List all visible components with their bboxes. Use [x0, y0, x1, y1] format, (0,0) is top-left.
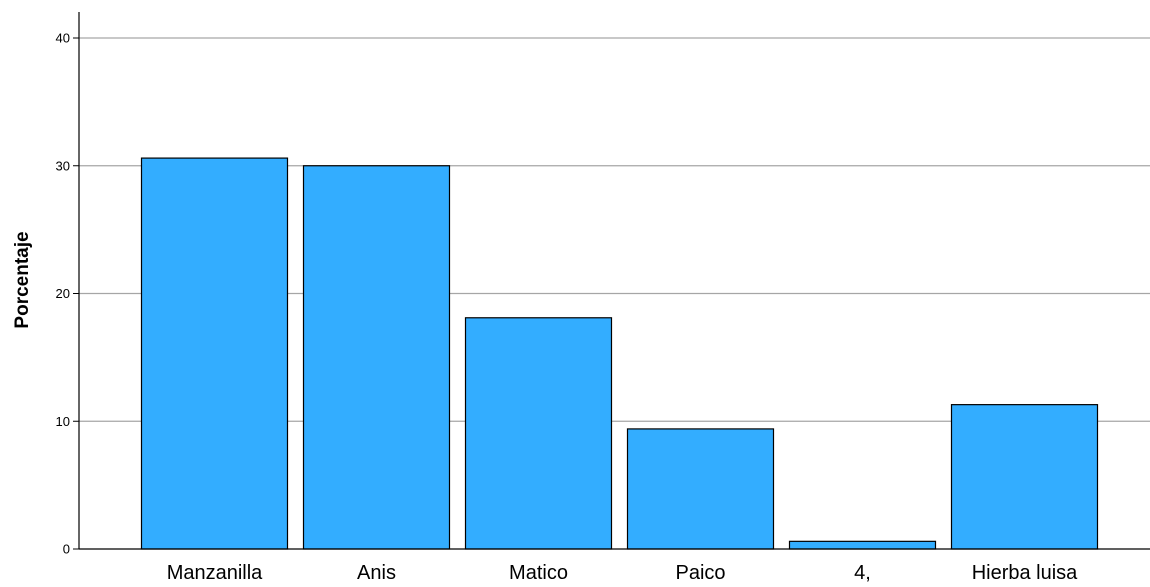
bar-hierba-luisa: [950, 404, 1099, 550]
x-tick-label: Paico: [675, 562, 725, 582]
bars: [140, 157, 1099, 550]
x-tick-label: Anis: [357, 562, 396, 582]
axes: [73, 12, 1150, 550]
y-tick-label: 0: [63, 542, 70, 557]
bar-matico: [464, 317, 613, 550]
bar-anis: [302, 165, 451, 550]
x-tick-label: Matico: [509, 562, 568, 582]
y-tick-label: 40: [56, 31, 70, 46]
x-tick-label: Manzanilla: [167, 562, 263, 582]
y-tick-label: 20: [56, 286, 70, 301]
y-axis-label: Porcentaje: [12, 231, 33, 328]
bar-4: [788, 540, 937, 550]
bar-paico: [626, 428, 775, 550]
tick-labels: 0 10 20 30 40 Manzanilla Anis Matico Paico 4, Hier…: [56, 31, 1079, 585]
x-tick-label: 4,: [854, 562, 871, 582]
y-tick-label: 30: [56, 158, 70, 173]
bar-manzanilla: [140, 157, 289, 550]
x-tick-label: Hierba luisa: [972, 562, 1078, 582]
y-tick-label: 10: [56, 414, 70, 429]
